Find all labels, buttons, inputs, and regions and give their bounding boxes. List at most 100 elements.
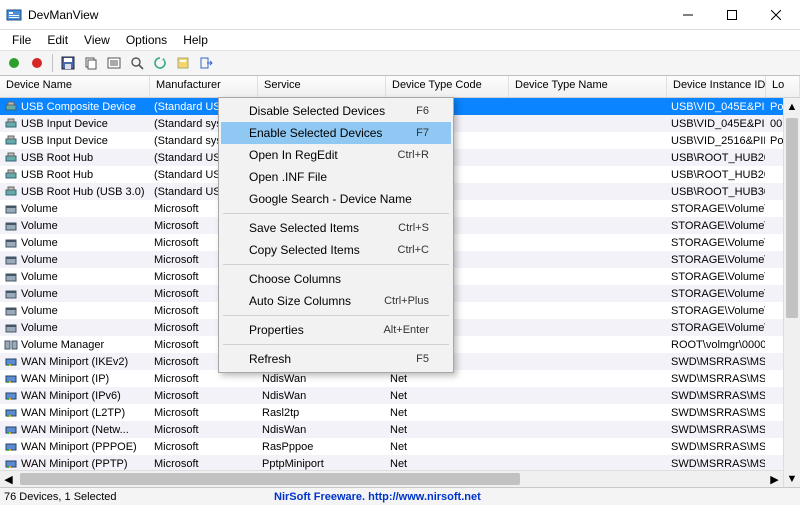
column-header[interactable]: Service	[258, 76, 386, 97]
options-icon[interactable]	[173, 53, 193, 73]
device-name: Volume	[21, 203, 58, 215]
column-header[interactable]: Manufacturer	[150, 76, 258, 97]
column-header[interactable]: Device Type Code	[386, 76, 509, 97]
cell-instanceid: SWD\MSRRAS\MS_AGIL...	[667, 356, 766, 368]
disable-icon[interactable]	[27, 53, 47, 73]
cell-service: NdisWan	[258, 424, 386, 436]
cell-instanceid: STORAGE\Volume\{409e...	[667, 237, 766, 249]
menu-help[interactable]: Help	[175, 31, 216, 49]
scroll-thumb[interactable]	[786, 118, 798, 318]
device-name: WAN Miniport (L2TP)	[21, 407, 125, 419]
device-name: USB Root Hub	[21, 169, 93, 181]
menu-edit[interactable]: Edit	[39, 31, 76, 49]
device-icon	[4, 440, 18, 454]
device-name: Volume	[21, 322, 58, 334]
menu-item-label: Enable Selected Devices	[249, 126, 416, 140]
status-count: 76 Devices, 1 Selected	[4, 491, 274, 503]
device-name: USB Composite Device	[21, 101, 136, 113]
scroll-left-icon[interactable]: ◀	[0, 471, 17, 487]
find-icon[interactable]	[127, 53, 147, 73]
device-icon	[4, 457, 18, 471]
context-menu-item[interactable]: Save Selected ItemsCtrl+S	[221, 217, 451, 239]
menu-item-shortcut: F7	[416, 127, 429, 139]
cell-instanceid: SWD\MSRRAS\MS_PPT...	[667, 458, 766, 470]
cell-service: NdisWan	[258, 390, 386, 402]
cell-typecode: Net	[386, 441, 509, 453]
table-row[interactable]: WAN Miniport (IPv6)MicrosoftNdisWanNetSW…	[0, 387, 800, 404]
cell-instanceid: SWD\MSRRAS\MS_PPP...	[667, 441, 766, 453]
status-link[interactable]: NirSoft Freeware. http://www.nirsoft.net	[274, 491, 481, 503]
cell-typecode: Net	[386, 390, 509, 402]
menu-view[interactable]: View	[76, 31, 118, 49]
horizontal-scrollbar[interactable]: ◀ ▶	[0, 470, 783, 487]
device-icon	[4, 321, 18, 335]
scroll-right-icon[interactable]: ▶	[766, 471, 783, 487]
minimize-button[interactable]	[666, 1, 710, 29]
refresh-icon[interactable]	[150, 53, 170, 73]
exit-icon[interactable]	[196, 53, 216, 73]
menu-item-shortcut: F5	[416, 353, 429, 365]
menu-options[interactable]: Options	[118, 31, 175, 49]
toolbar-separator	[52, 54, 53, 72]
menu-item-label: Google Search - Device Name	[249, 192, 429, 206]
context-menu-item[interactable]: Disable Selected DevicesF6	[221, 100, 451, 122]
column-header-row: Device Name Manufacturer Service Device …	[0, 76, 800, 98]
device-icon	[4, 338, 18, 352]
app-icon	[6, 7, 22, 23]
context-menu-item[interactable]: Enable Selected DevicesF7	[221, 122, 451, 144]
device-icon	[4, 389, 18, 403]
menu-item-shortcut: Ctrl+S	[398, 222, 429, 234]
cell-instanceid: STORAGE\Volume\{409e...	[667, 203, 766, 215]
context-menu-item[interactable]: Auto Size ColumnsCtrl+Plus	[221, 290, 451, 312]
device-icon	[4, 134, 18, 148]
context-menu-item[interactable]: PropertiesAlt+Enter	[221, 319, 451, 341]
context-menu-item[interactable]: Open .INF File	[221, 166, 451, 188]
cell-instanceid: SWD\MSRRAS\MS_L2TP...	[667, 407, 766, 419]
cell-service: RasPppoe	[258, 441, 386, 453]
column-header[interactable]: Device Type Name	[509, 76, 667, 97]
cell-mfr: Microsoft	[150, 390, 258, 402]
menu-item-label: Save Selected Items	[249, 221, 398, 235]
device-name: Volume Manager	[21, 339, 104, 351]
device-icon	[4, 253, 18, 267]
device-icon	[4, 185, 18, 199]
maximize-button[interactable]	[710, 1, 754, 29]
cell-typecode: Net	[386, 424, 509, 436]
scroll-thumb[interactable]	[20, 473, 520, 485]
cell-instanceid: SWD\MSRRAS\MS_NDIS...	[667, 390, 766, 402]
cell-instanceid: STORAGE\Volume\{9b3a...	[667, 305, 766, 317]
menu-item-shortcut: Ctrl+Plus	[384, 295, 429, 307]
column-header[interactable]: Device Instance ID	[667, 76, 766, 97]
context-menu-item[interactable]: Google Search - Device Name	[221, 188, 451, 210]
context-menu-item[interactable]: RefreshF5	[221, 348, 451, 370]
table-row[interactable]: WAN Miniport (Netw...MicrosoftNdisWanNet…	[0, 421, 800, 438]
scroll-down-icon[interactable]: ▼	[784, 470, 800, 487]
cell-instanceid: ROOT\volmgr\0000	[667, 339, 766, 351]
vertical-scrollbar[interactable]: ▲ ▼	[783, 98, 800, 487]
context-menu-item[interactable]: Copy Selected ItemsCtrl+C	[221, 239, 451, 261]
context-menu[interactable]: Disable Selected DevicesF6Enable Selecte…	[218, 97, 454, 373]
context-menu-item[interactable]: Open In RegEditCtrl+R	[221, 144, 451, 166]
statusbar: 76 Devices, 1 Selected NirSoft Freeware.…	[0, 487, 800, 505]
device-icon	[4, 304, 18, 318]
properties-icon[interactable]	[104, 53, 124, 73]
cell-instanceid: USB\VID_2516&PID_000...	[667, 135, 766, 147]
copy-icon[interactable]	[81, 53, 101, 73]
menu-file[interactable]: File	[4, 31, 39, 49]
table-row[interactable]: WAN Miniport (L2TP)MicrosoftRasl2tpNetSW…	[0, 404, 800, 421]
column-header[interactable]: Lo	[766, 76, 800, 97]
save-icon[interactable]	[58, 53, 78, 73]
context-menu-item[interactable]: Choose Columns	[221, 268, 451, 290]
cell-mfr: Microsoft	[150, 458, 258, 470]
scI thinkll-up-icon[interactable]: ▲	[784, 98, 800, 115]
device-name: Volume	[21, 288, 58, 300]
column-header[interactable]: Device Name	[0, 76, 150, 97]
device-icon	[4, 355, 18, 369]
enable-icon[interactable]	[4, 53, 24, 73]
cell-instanceid: STORAGE\Volume\{409e...	[667, 220, 766, 232]
device-name: WAN Miniport (PPTP)	[21, 458, 128, 470]
menu-item-shortcut: F6	[416, 105, 429, 117]
table-row[interactable]: WAN Miniport (PPPOE)MicrosoftRasPppoeNet…	[0, 438, 800, 455]
device-icon	[4, 270, 18, 284]
close-button[interactable]	[754, 1, 798, 29]
